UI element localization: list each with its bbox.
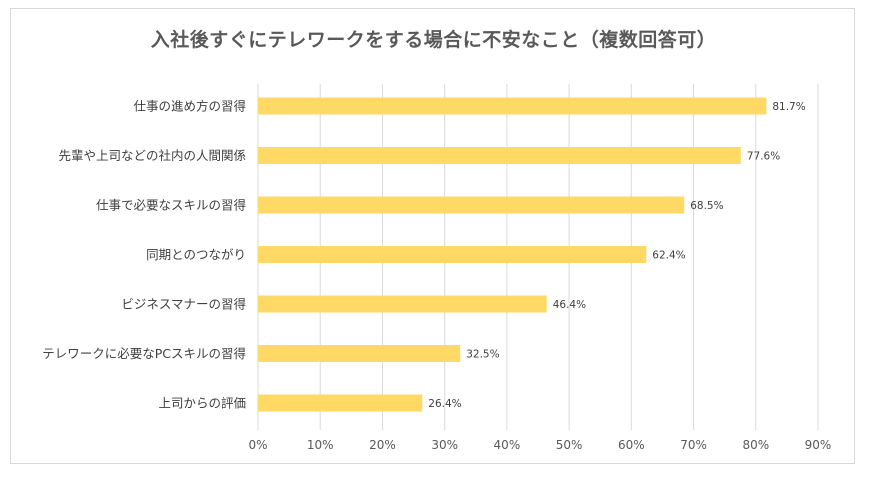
x-tick-label: 80% (742, 438, 769, 452)
x-tick-label: 70% (680, 438, 707, 452)
bar (258, 345, 461, 362)
x-tick-label: 40% (494, 438, 521, 452)
x-tick-label: 10% (307, 438, 334, 452)
bar (258, 246, 647, 263)
bar (258, 147, 741, 164)
bar (258, 394, 423, 412)
category-label: ビジネスマナーの習得 (121, 297, 246, 312)
category-label: 同期とのつながり (146, 247, 246, 262)
data-label: 68.5% (690, 200, 723, 212)
chart-frame: 入社後すぐにテレワークをする場合に不安なこと（複数回答可） (10, 8, 855, 464)
data-label: 81.7% (772, 101, 805, 113)
x-tick-label: 20% (369, 438, 396, 452)
bar (258, 97, 767, 115)
x-tick-label: 50% (556, 438, 583, 452)
category-label: 先輩や上司などの社内の人間関係 (58, 148, 246, 163)
data-label: 26.4% (428, 398, 461, 410)
chart-title: 入社後すぐにテレワークをする場合に不安なこと（複数回答可） (150, 29, 717, 51)
data-label: 62.4% (652, 250, 685, 262)
category-label: テレワークに必要なPCスキルの習得 (42, 346, 246, 361)
category-label: 上司からの評価 (158, 396, 246, 411)
data-label: 32.5% (466, 349, 499, 361)
x-tick-label: 90% (805, 438, 832, 452)
x-tick-label: 30% (431, 438, 458, 452)
bar (258, 295, 547, 313)
data-label: 77.6% (747, 151, 780, 163)
category-label: 仕事で必要なスキルの習得 (96, 198, 246, 213)
x-tick-label: 0% (248, 438, 267, 452)
category-label: 仕事の進め方の習得 (133, 99, 246, 114)
x-tick-label: 60% (618, 438, 645, 452)
data-label: 46.4% (553, 299, 586, 311)
bar (258, 196, 685, 214)
